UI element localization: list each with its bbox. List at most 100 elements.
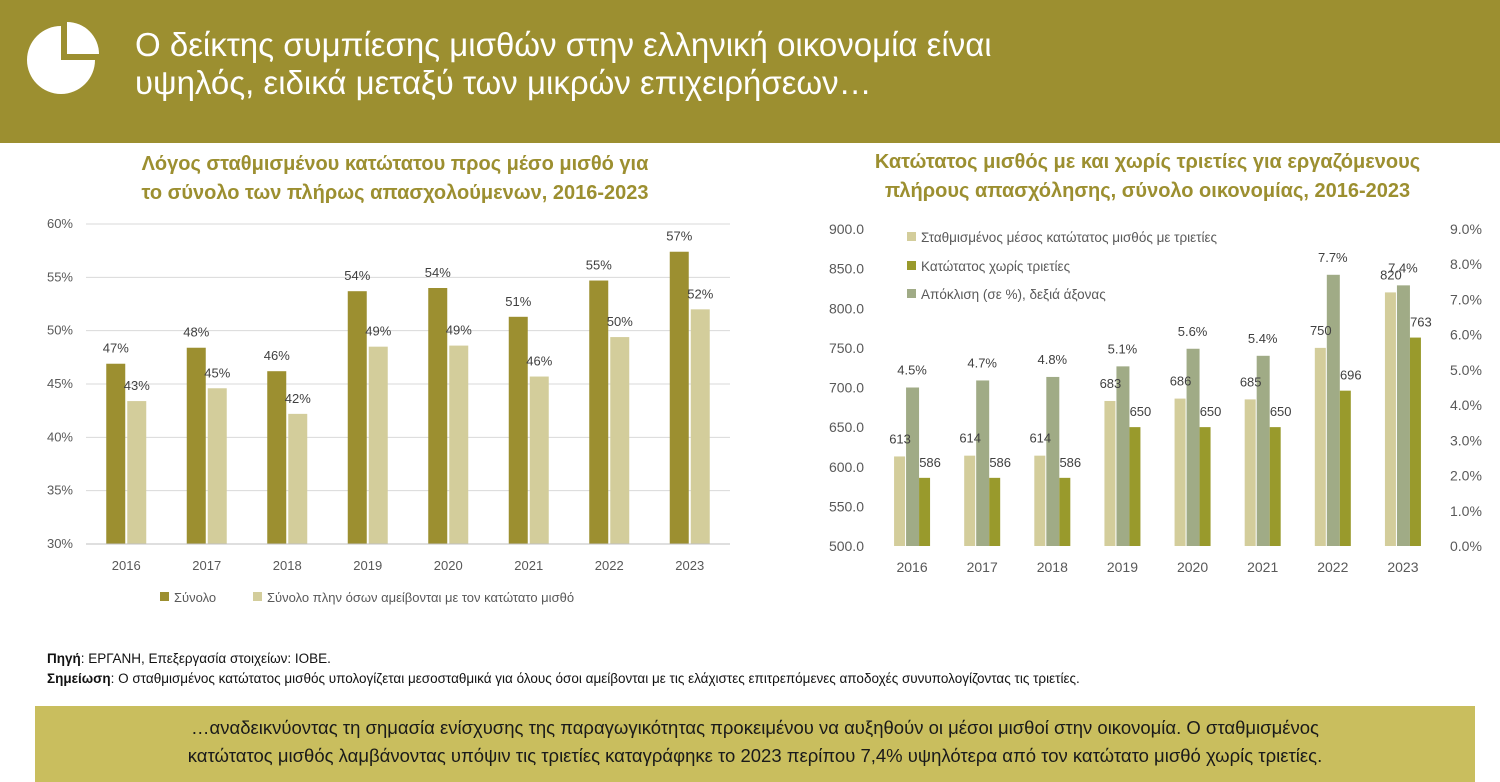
y-left-tick-label: 800.0	[829, 300, 864, 316]
data-label: 50%	[607, 314, 633, 329]
data-label: 55%	[586, 258, 612, 273]
bar-deviation	[976, 380, 990, 546]
footer-line1: …αναδεικνύοντας τη σημασία ενίσχυσης της…	[191, 717, 1319, 738]
data-label: 46%	[526, 354, 552, 369]
bar-deviation	[1256, 355, 1270, 546]
x-tick-label: 2021	[514, 558, 543, 573]
data-label-minimum: 650	[1270, 404, 1292, 419]
y-right-tick-label: 5.0%	[1450, 362, 1482, 378]
pie-chart-icon	[27, 22, 99, 94]
data-label-minimum: 763	[1410, 315, 1432, 330]
bar-minimum-no-triennium	[1339, 390, 1351, 546]
data-label-deviation: 7.7%	[1318, 250, 1348, 265]
legend-label: Κατώτατος χωρίς τριετίες	[921, 259, 1071, 274]
bar-deviation	[1326, 274, 1340, 546]
y-right-tick-label: 8.0%	[1450, 256, 1482, 272]
legend-swatch	[907, 261, 916, 270]
x-tick-label: 2019	[353, 558, 382, 573]
bar-minimum-no-triennium	[989, 477, 1001, 546]
data-label: 54%	[344, 268, 370, 283]
bar-minimum-no-triennium	[1199, 427, 1211, 546]
page-title: Ο δείκτης συμπίεσης μισθών στην ελληνική…	[135, 26, 1475, 102]
page-title-line2: υψηλός, ειδικά μεταξύ των μικρών επιχειρ…	[135, 64, 872, 101]
y-right-tick-label: 1.0%	[1450, 503, 1482, 519]
legend-label: Σταθμισμένος μέσος κατώτατος μισθός με τ…	[921, 230, 1218, 245]
data-label-minimum: 650	[1200, 404, 1222, 419]
bar-weighted-minimum	[1104, 400, 1116, 546]
y-tick-label: 45%	[47, 376, 73, 391]
x-tick-label: 2019	[1107, 559, 1138, 575]
bar-total	[508, 316, 528, 544]
y-left-tick-label: 700.0	[829, 380, 864, 396]
y-left-tick-label: 650.0	[829, 419, 864, 435]
bar-excl-minimum	[288, 413, 308, 544]
footer-line2: κατώτατος μισθός λαμβάνοντας υπόψιν τις …	[187, 745, 1323, 766]
bar-minimum-no-triennium	[1269, 427, 1281, 546]
data-label: 45%	[204, 365, 230, 380]
bar-deviation	[1396, 285, 1410, 546]
bar-weighted-minimum	[1384, 292, 1396, 546]
data-label: 51%	[505, 294, 531, 309]
data-label-weighted: 685	[1240, 374, 1262, 389]
y-left-tick-label: 750.0	[829, 340, 864, 356]
bar-excl-minimum	[690, 309, 710, 544]
y-tick-label: 60%	[47, 216, 73, 231]
bar-weighted-minimum	[1314, 347, 1326, 546]
bar-deviation	[1046, 376, 1060, 546]
bar-minimum-no-triennium	[1059, 477, 1071, 546]
data-label-weighted: 686	[1170, 374, 1192, 389]
bar-excl-minimum	[449, 345, 469, 544]
bar-minimum-no-triennium	[919, 477, 931, 546]
bar-weighted-minimum	[1174, 398, 1186, 546]
x-tick-label: 2020	[1177, 559, 1208, 575]
data-label: 49%	[446, 323, 472, 338]
bar-total	[428, 288, 448, 544]
chart2-title-line2: πλήρους απασχόλησης, σύνολο οικονομίας, …	[884, 180, 1411, 202]
data-label-minimum: 650	[1130, 404, 1152, 419]
data-label-weighted: 820	[1380, 267, 1402, 282]
data-label: 43%	[124, 378, 150, 393]
bar-weighted-minimum	[1244, 399, 1256, 546]
minimum-wage-chart: 500.0 550.0 600.0 650.0 700.0 750.0 800.0 850.0…	[829, 221, 1482, 575]
y-tick-label: 30%	[47, 536, 73, 551]
x-tick-label: 2021	[1247, 559, 1278, 575]
bar-weighted-minimum	[894, 456, 906, 546]
y-right-tick-label: 7.0%	[1450, 291, 1482, 307]
data-label-weighted: 614	[959, 431, 981, 446]
x-tick-label: 2016	[112, 558, 141, 573]
chart1-title: Λόγος σταθμισμένου κατώτατου προς μέσο μ…	[40, 150, 750, 208]
data-label-deviation: 7.4%	[1388, 260, 1418, 275]
data-label-deviation: 4.5%	[897, 363, 927, 378]
source-text: : ΕΡΓΑΝΗ, Επεξεργασία στοιχείων: ΙΟΒΕ.	[80, 651, 331, 666]
data-label-deviation: 5.4%	[1248, 331, 1278, 346]
legend-label-excl: Σύνολο πλην όσων αμείβονται με τον κατώτ…	[267, 590, 574, 605]
data-label: 47%	[103, 341, 129, 356]
y-tick-label: 55%	[47, 269, 73, 284]
bar-total	[669, 251, 689, 544]
legend-swatch	[907, 232, 916, 241]
page-title-line1: Ο δείκτης συμπίεσης μισθών στην ελληνική…	[135, 26, 992, 63]
bar-minimum-no-triennium	[1129, 427, 1141, 546]
bar-total	[106, 363, 126, 544]
x-tick-label: 2022	[1317, 559, 1348, 575]
y-left-tick-label: 550.0	[829, 498, 864, 514]
x-tick-label: 2018	[273, 558, 302, 573]
bar-excl-minimum	[207, 388, 227, 544]
data-label-minimum: 586	[919, 455, 941, 470]
bar-deviation	[1116, 366, 1130, 546]
data-label: 42%	[285, 391, 311, 406]
data-label-deviation: 5.1%	[1108, 341, 1138, 356]
bar-excl-minimum	[127, 401, 147, 544]
x-tick-label: 2016	[896, 559, 927, 575]
bar-deviation	[1186, 348, 1200, 546]
data-label-weighted: 750	[1310, 323, 1332, 338]
legend-swatch-total	[160, 592, 169, 601]
y-right-tick-label: 3.0%	[1450, 432, 1482, 448]
note-text: : Ο σταθμισμένος κατώτατος μισθός υπολογ…	[110, 671, 1080, 686]
header-banner: Ο δείκτης συμπίεσης μισθών στην ελληνική…	[0, 0, 1500, 143]
footer-banner: …αναδεικνύοντας τη σημασία ενίσχυσης της…	[35, 706, 1475, 782]
x-tick-label: 2023	[675, 558, 704, 573]
legend-swatch-excl	[253, 592, 262, 601]
data-label: 48%	[183, 325, 209, 340]
data-label-deviation: 4.8%	[1037, 352, 1067, 367]
